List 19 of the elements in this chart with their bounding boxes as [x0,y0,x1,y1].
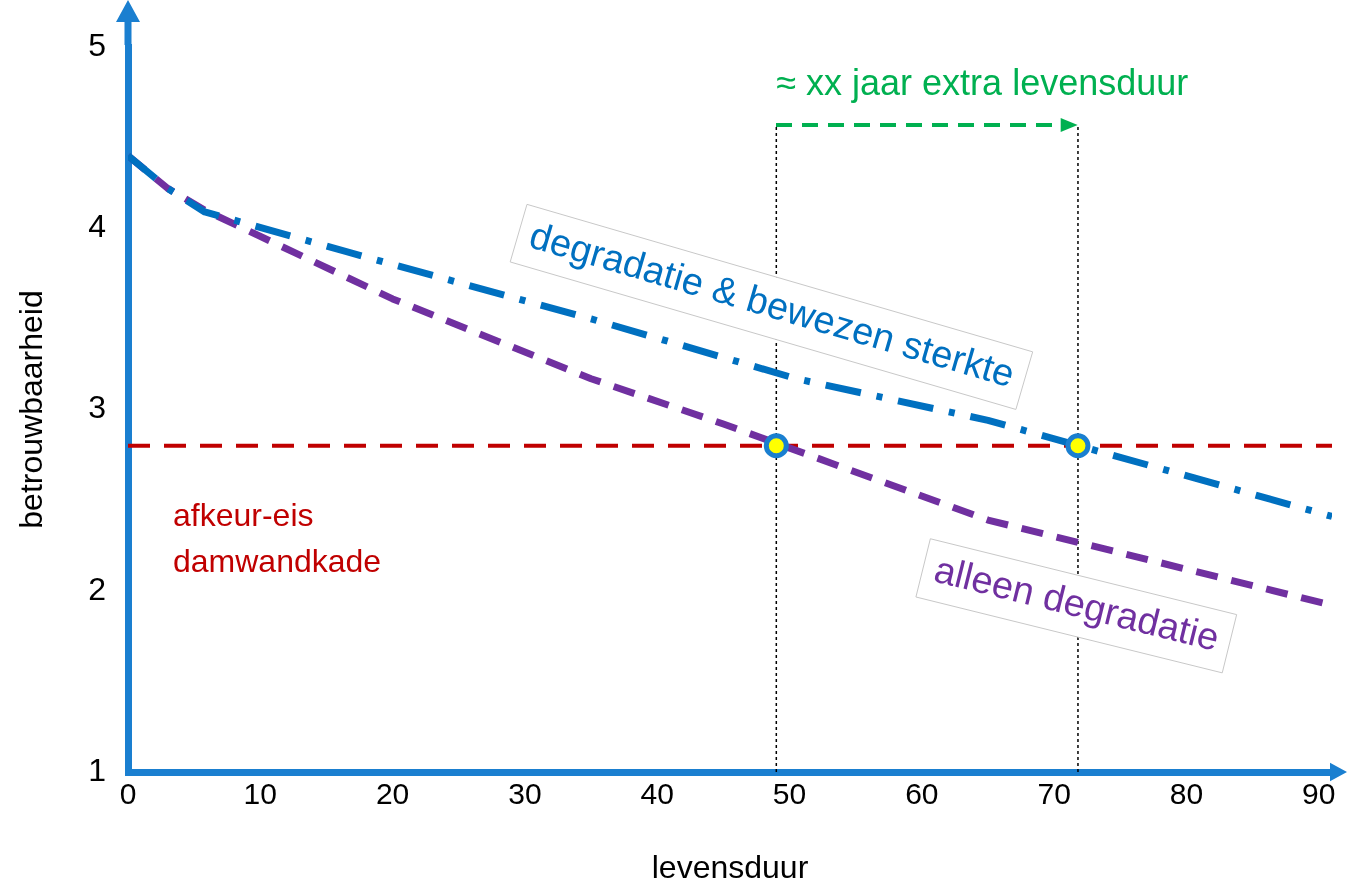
x-tick-label: 40 [640,777,674,811]
y-tick-label: 1 [88,751,106,788]
x-tick-label: 30 [508,777,542,811]
x-tick-label: 70 [1037,777,1071,811]
y-tick-label: 3 [88,389,106,426]
y-axis-title: betrouwbaarheid [13,290,50,529]
x-tick-label: 80 [1169,777,1204,811]
y-tick-label: 2 [88,570,106,607]
x-tick-label: 50 [772,777,807,811]
x-tick-label: 60 [905,777,939,811]
x-tick-label: 10 [243,777,277,811]
annotation: ≈ xx jaar extra levensduur [776,61,1189,103]
x-axis-title: levensduur [651,848,809,885]
y-tick-label: 4 [88,208,106,245]
y-tick-label: 5 [88,26,106,63]
x-tick-label: 20 [375,777,410,811]
ref-line-label: afkeur-eis damwandkade [173,496,382,579]
x-tick-label: 90 [1302,777,1336,811]
x-tick-label: 0 [119,777,137,811]
